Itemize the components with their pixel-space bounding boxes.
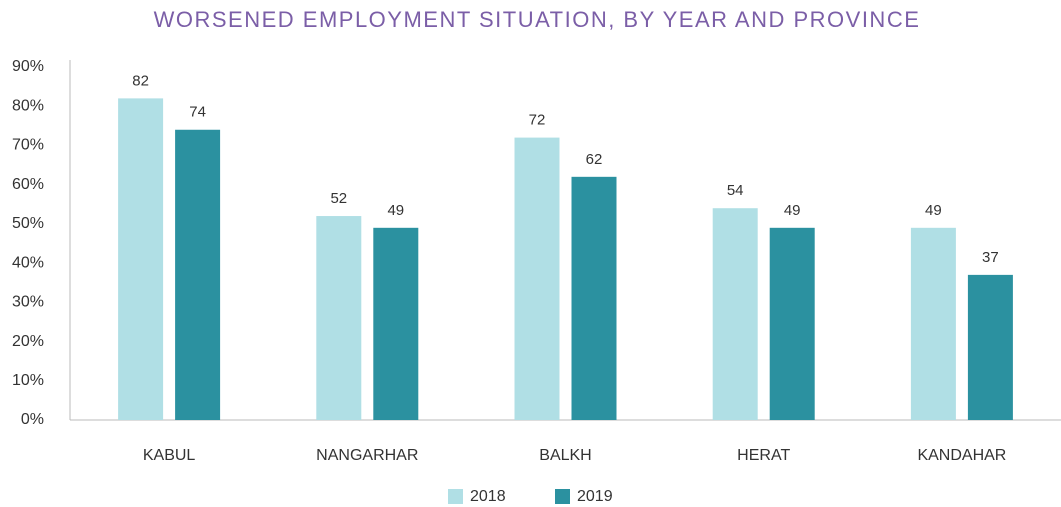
data-label: 82 <box>132 72 149 89</box>
data-label: 62 <box>586 151 603 168</box>
bar <box>373 227 419 420</box>
y-tick-label: 80% <box>12 97 44 114</box>
data-label: 54 <box>727 182 744 199</box>
y-tick-label: 70% <box>12 137 44 154</box>
y-tick-label: 90% <box>12 58 44 75</box>
y-tick-label: 10% <box>12 372 44 389</box>
legend-swatch <box>448 489 463 504</box>
y-tick-label: 20% <box>12 333 44 350</box>
bar <box>910 227 956 420</box>
y-tick-label: 40% <box>12 254 44 271</box>
data-label: 52 <box>330 190 347 207</box>
y-tick-label: 30% <box>12 294 44 311</box>
bar <box>316 216 362 420</box>
bar <box>769 227 815 420</box>
bar <box>967 274 1013 420</box>
data-label: 49 <box>784 202 801 219</box>
x-tick-label: NANGARHAR <box>316 447 418 464</box>
bar <box>175 129 221 420</box>
data-label: 72 <box>529 112 546 129</box>
data-label: 74 <box>189 104 206 121</box>
x-tick-label: KANDAHAR <box>917 447 1006 464</box>
legend-label: 2018 <box>470 488 506 505</box>
legend-label: 2019 <box>577 488 613 505</box>
x-tick-label: BALKH <box>539 447 591 464</box>
y-tick-label: 60% <box>12 176 44 193</box>
x-tick-label: KABUL <box>143 447 196 464</box>
bar <box>712 208 758 420</box>
data-label: 49 <box>387 202 404 219</box>
y-tick-label: 0% <box>21 411 44 428</box>
bar <box>514 137 560 420</box>
data-label: 49 <box>925 202 942 219</box>
bar <box>118 98 164 420</box>
bar <box>571 176 617 420</box>
data-label: 37 <box>982 249 999 266</box>
x-tick-label: HERAT <box>737 447 790 464</box>
legend-swatch <box>555 489 570 504</box>
chart-title: WORSENED EMPLOYMENT SITUATION, BY YEAR A… <box>154 7 921 32</box>
y-tick-label: 50% <box>12 215 44 232</box>
